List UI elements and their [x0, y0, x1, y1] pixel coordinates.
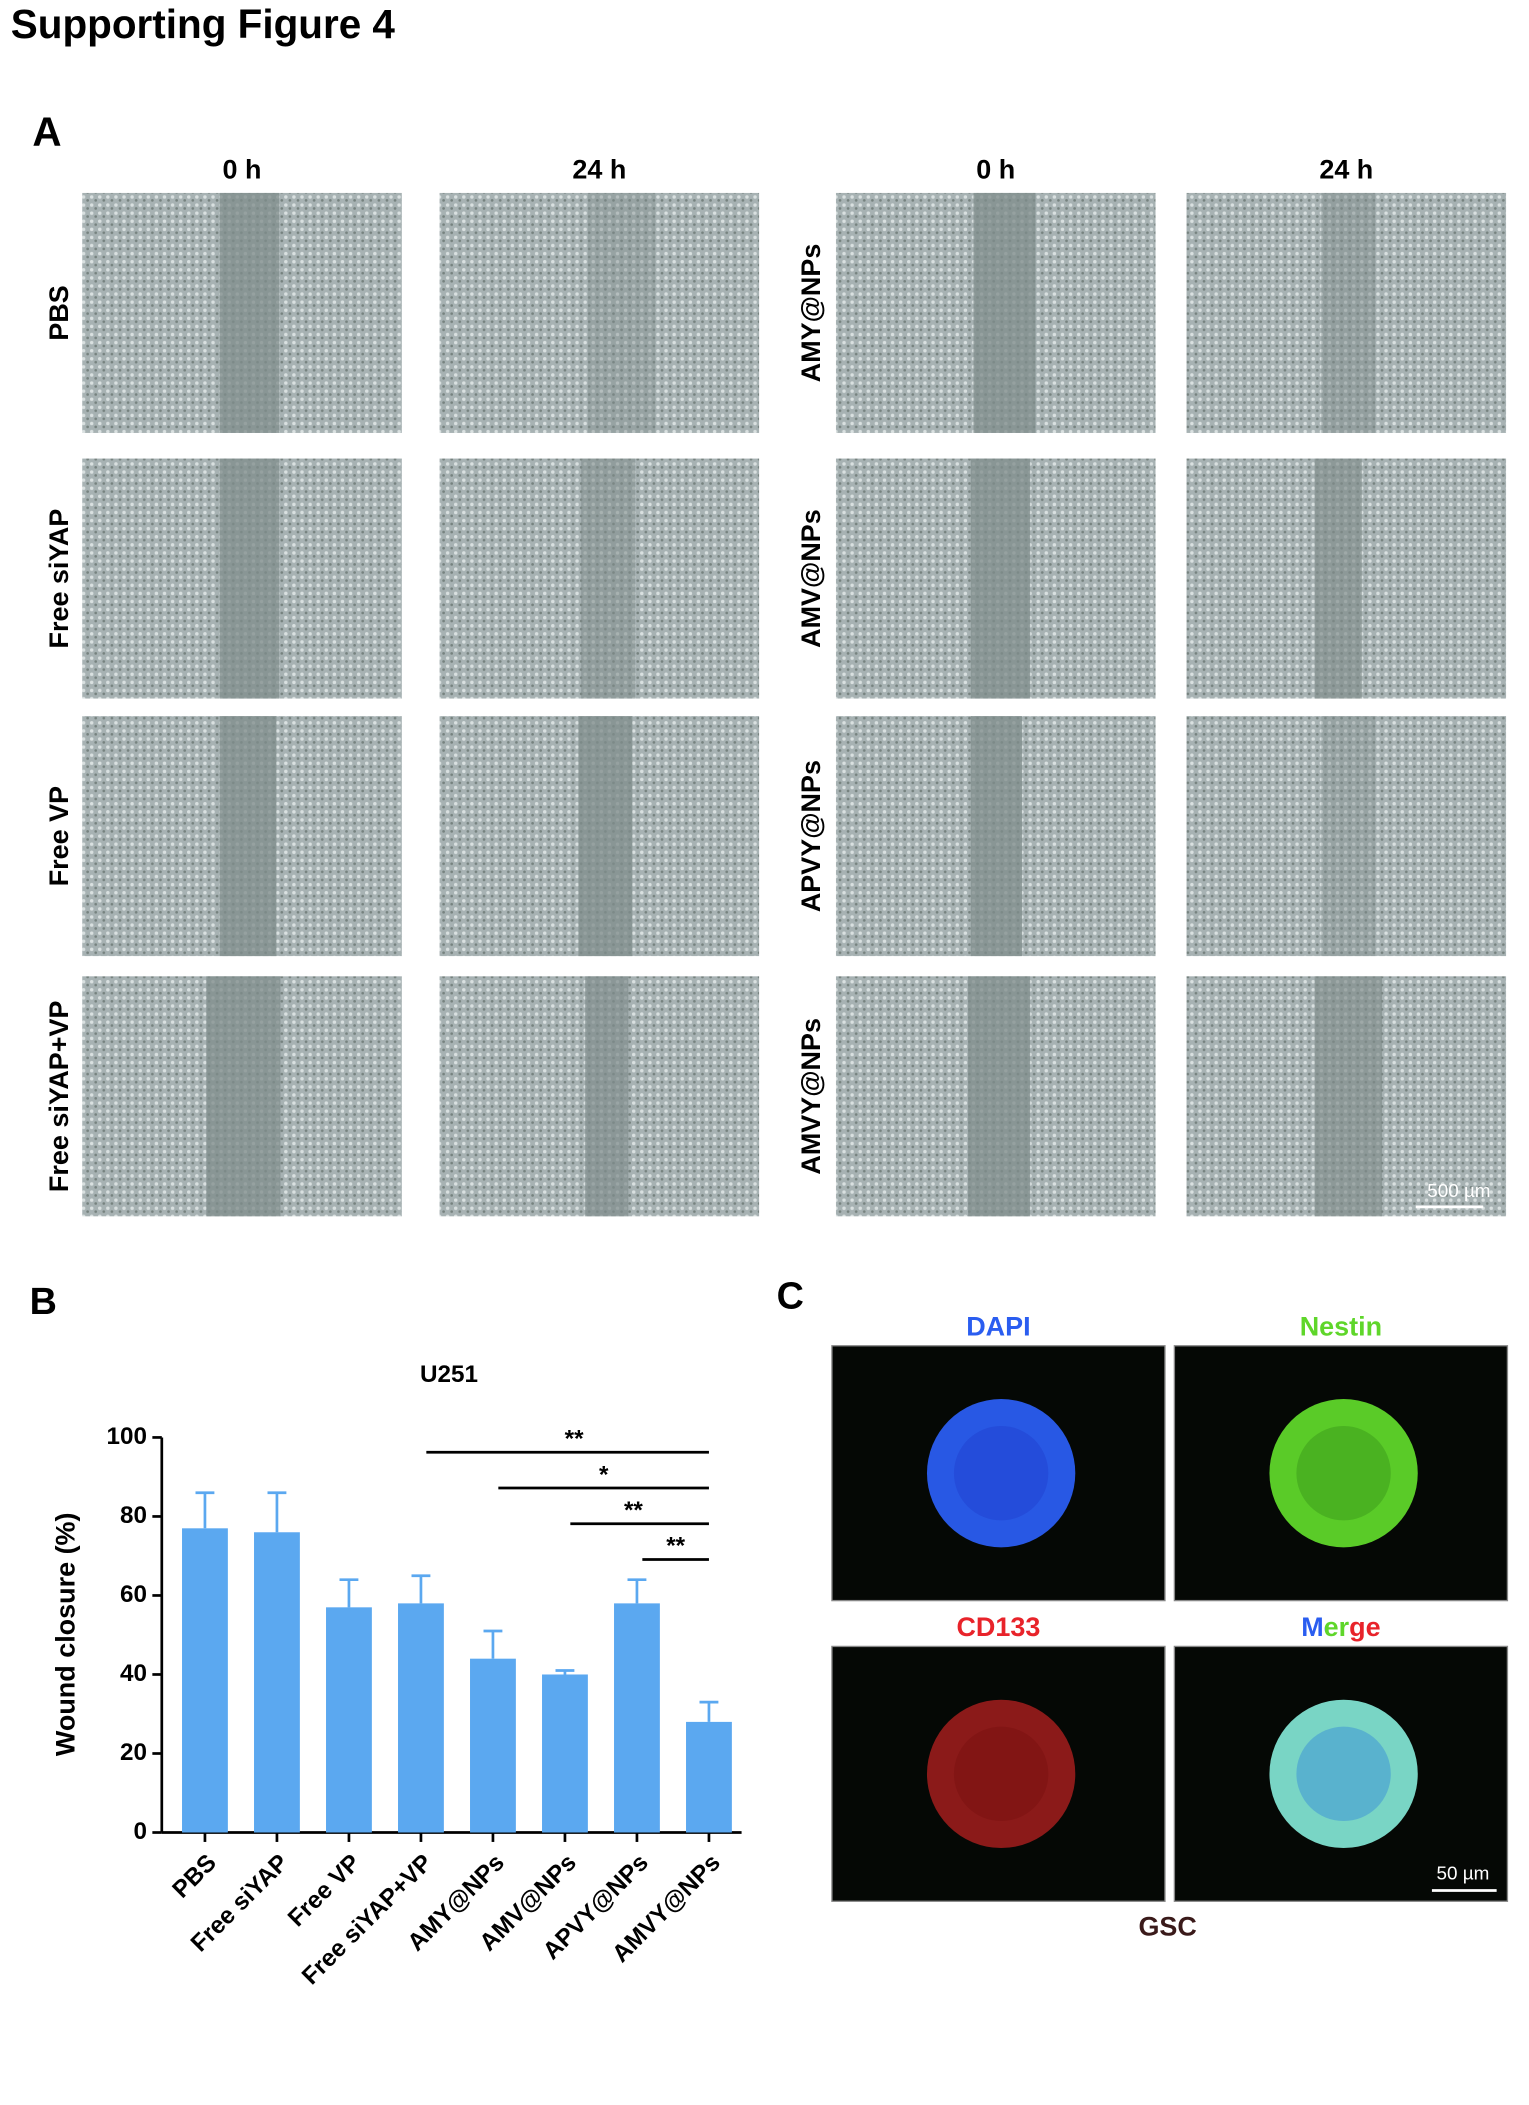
y-tick-label: 0 [133, 1818, 147, 1845]
wound-gap [1321, 716, 1376, 957]
cell-label: GSC [1138, 1911, 1196, 1941]
panel-label: B [30, 1280, 57, 1322]
panel-label: A [32, 109, 61, 155]
wound-gap [585, 976, 629, 1217]
bar [398, 1603, 444, 1833]
wound-gap [219, 192, 280, 433]
column-header: 24 h [572, 154, 626, 184]
row-label: Free VP [44, 786, 74, 886]
scale-bar-label: 500 µm [1427, 1180, 1490, 1201]
figure-title: Supporting Figure 4 [11, 1, 396, 47]
row-label: PBS [44, 285, 74, 340]
y-tick-label: 20 [120, 1739, 147, 1766]
x-tick-label: Free siYAP+VP [297, 1849, 438, 1990]
error-bar [699, 1700, 719, 1722]
wound-gap [219, 716, 277, 957]
error-bar [267, 1491, 287, 1533]
column-header: 24 h [1319, 154, 1373, 184]
significance-label: ** [565, 1426, 584, 1453]
error-bar [195, 1491, 215, 1529]
wound-gap [219, 458, 280, 699]
bar [182, 1528, 228, 1833]
panel-label: C [777, 1275, 804, 1317]
column-header: 0 h [976, 154, 1015, 184]
row-label: AMV@NPs [796, 509, 826, 648]
channel-label: Nestin [1300, 1311, 1382, 1341]
column-header: 0 h [223, 154, 262, 184]
wound-gap [587, 192, 656, 433]
scale-bar-label: 50 µm [1437, 1862, 1490, 1883]
wound-gap [581, 458, 636, 699]
spheroid-core [953, 1726, 1049, 1822]
wound-gap [1314, 458, 1362, 699]
y-axis-label: Wound closure (%) [51, 1513, 81, 1757]
micrograph [1186, 716, 1507, 957]
row-label: APVY@NPs [796, 760, 826, 912]
y-tick-label: 80 [120, 1502, 147, 1529]
wound-gap [578, 716, 633, 957]
wound-gap [968, 976, 1031, 1217]
bar [614, 1603, 660, 1833]
error-bar [483, 1629, 503, 1659]
significance-label: ** [624, 1497, 643, 1524]
wound-gap [206, 976, 281, 1217]
channel-label: CD133 [956, 1612, 1040, 1642]
x-tick-label: PBS [167, 1849, 221, 1903]
error-bar [339, 1578, 359, 1608]
row-label: AMY@NPs [796, 244, 826, 383]
bar [686, 1721, 732, 1833]
significance-label: * [599, 1461, 609, 1488]
error-bar [627, 1578, 647, 1604]
bar [326, 1607, 372, 1833]
row-label: Free siYAP+VP [44, 1001, 74, 1193]
significance-label: ** [666, 1533, 685, 1560]
row-label: Free siYAP [44, 509, 74, 649]
error-bar [411, 1574, 431, 1604]
wound-gap [970, 458, 1031, 699]
y-tick-label: 100 [106, 1423, 146, 1450]
row-label: AMVY@NPs [796, 1018, 826, 1175]
spheroid-core [953, 1425, 1049, 1521]
micrograph [439, 192, 760, 433]
wound-gap [973, 192, 1036, 433]
wound-gap [1314, 976, 1383, 1217]
y-tick-label: 40 [120, 1660, 147, 1687]
channel-label: Merge [1301, 1612, 1380, 1642]
y-tick-label: 60 [120, 1581, 147, 1608]
wound-gap [1321, 192, 1376, 433]
bar [254, 1532, 300, 1833]
spheroid-core [1296, 1726, 1391, 1822]
chart-title: U251 [420, 1361, 478, 1388]
bar [542, 1674, 588, 1833]
wound-gap [970, 716, 1023, 957]
channel-label: DAPI [966, 1311, 1030, 1341]
spheroid-core [1296, 1425, 1391, 1521]
error-bar [555, 1669, 575, 1675]
bar [470, 1658, 516, 1833]
